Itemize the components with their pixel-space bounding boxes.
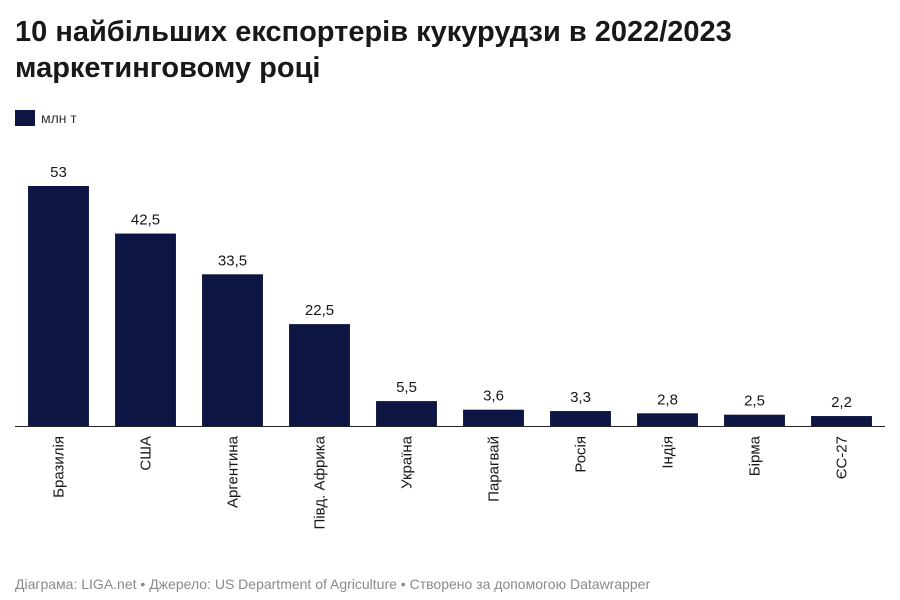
footer-source: Джерело: US Department of Agriculture <box>149 576 397 592</box>
category-label: Бірма <box>747 435 764 476</box>
bar <box>376 401 437 426</box>
bar-chart: 53 Бразилія 42,5 США 33,5 Аргентина 22,5 Півд. … <box>15 164 885 529</box>
bar <box>289 324 350 426</box>
category-label: Бразилія <box>51 436 68 498</box>
footer-separator: • <box>396 576 410 592</box>
bar <box>637 413 698 426</box>
value-label: 2,8 <box>657 391 678 408</box>
legend-swatch <box>15 110 35 126</box>
value-label: 33,5 <box>218 252 247 269</box>
bar <box>463 409 524 426</box>
category-label: Півд. Африка <box>312 435 329 529</box>
bar <box>550 411 611 426</box>
footer-chart-credit: Діаграма: LIGA.net <box>15 576 137 592</box>
value-label: 3,6 <box>483 388 504 405</box>
value-label: 5,5 <box>396 379 417 396</box>
category-label: Україна <box>399 435 416 489</box>
value-label: 2,2 <box>831 394 852 411</box>
value-label: 53 <box>50 164 67 181</box>
legend-label: млн т <box>41 110 77 126</box>
category-label: Росія <box>573 436 590 473</box>
bar <box>811 416 872 426</box>
bar <box>115 233 176 426</box>
bar <box>202 274 263 426</box>
footer: Діаграма: LIGA.net • Джерело: US Departm… <box>15 576 650 592</box>
footer-separator: • <box>136 576 150 592</box>
value-label: 2,5 <box>744 393 765 410</box>
value-label: 3,3 <box>570 389 591 406</box>
legend: млн т <box>15 110 77 126</box>
value-label: 42,5 <box>131 212 160 229</box>
category-label: ЄС-27 <box>834 436 851 479</box>
category-label: Індія <box>660 436 677 469</box>
bar <box>28 186 89 426</box>
bar <box>724 414 785 426</box>
chart-title: 10 найбільших експортерів кукурудзи в 20… <box>15 16 732 84</box>
footer-tool: Створено за допомогою Datawrapper <box>409 576 651 592</box>
category-label: Аргентина <box>225 435 242 508</box>
category-label: США <box>138 436 155 471</box>
value-label: 22,5 <box>305 302 334 319</box>
category-label: Парагвай <box>486 436 503 502</box>
